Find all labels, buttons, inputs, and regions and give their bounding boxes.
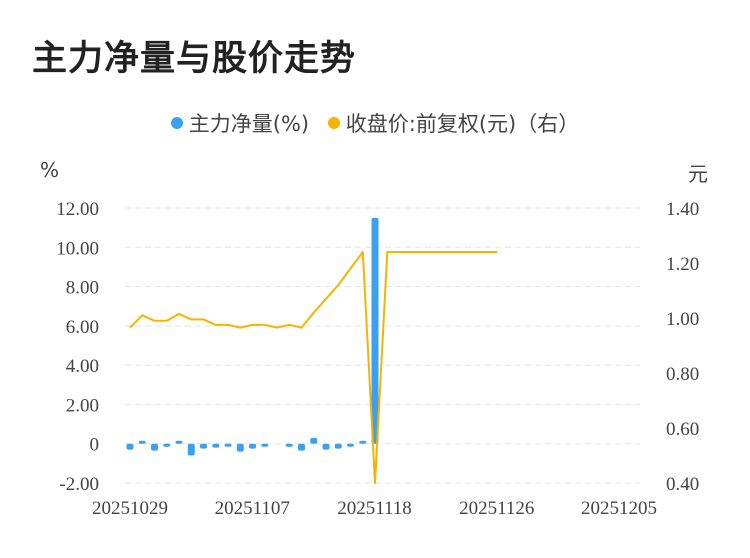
left-tick-label-4: 6.00 xyxy=(66,317,99,338)
bar-5 xyxy=(187,443,195,456)
left-tick-label-1: 0 xyxy=(90,435,100,456)
chart-title: 主力净量与股价走势 xyxy=(32,39,357,79)
bar-3 xyxy=(163,443,171,447)
legend-label-main-net: 主力净量(%) xyxy=(188,112,310,136)
bar-15 xyxy=(310,437,318,444)
left-tick-label-2: 2.00 xyxy=(66,395,99,416)
right-tick-label-2: 0.80 xyxy=(666,364,699,385)
legend-item-close-price[interactable]: 收盘价:前复权(元)（右） xyxy=(327,108,580,138)
legend-dot-bar xyxy=(170,117,183,129)
left-tick-label-5: 8.00 xyxy=(66,278,99,299)
bar-20 xyxy=(371,217,379,444)
x-tick-label-1: 20251107 xyxy=(215,498,290,519)
price-line xyxy=(129,251,498,484)
x-tick-label-3: 20251126 xyxy=(459,498,534,519)
bar-9 xyxy=(236,443,244,452)
left-tick-label-3: 4.00 xyxy=(66,356,99,377)
bar-14 xyxy=(298,443,305,451)
legend-item-main-net[interactable]: 主力净量(%) xyxy=(170,108,310,138)
legend-dot-line xyxy=(327,117,340,129)
right-axis-unit: 元 xyxy=(688,162,708,186)
bar-1 xyxy=(138,440,146,444)
right-tick-label-3: 1.00 xyxy=(666,309,699,330)
bar-6 xyxy=(200,443,207,449)
right-tick-label-5: 1.40 xyxy=(666,199,699,220)
bar-16 xyxy=(322,443,330,450)
x-tick-label-4: 20251205 xyxy=(581,498,657,519)
left-tick-label-7: 12.00 xyxy=(56,199,99,220)
legend-label-close-price: 收盘价:前复权(元)（右） xyxy=(345,112,580,136)
right-tick-label-1: 0.60 xyxy=(666,419,699,440)
x-tick-label-0: 20251029 xyxy=(92,498,168,519)
bar-8 xyxy=(224,443,232,447)
right-tick-label-4: 1.20 xyxy=(666,254,699,275)
bar-2 xyxy=(151,443,158,451)
right-tick-label-0: 0.40 xyxy=(666,474,699,495)
left-axis-unit: % xyxy=(40,158,60,182)
bar-19 xyxy=(359,440,367,444)
bar-18 xyxy=(347,443,354,447)
x-tick-label-2: 20251118 xyxy=(337,498,412,519)
bar-4 xyxy=(175,440,183,444)
left-tick-label-0: -2.00 xyxy=(59,474,99,495)
bar-0 xyxy=(126,443,134,450)
legend: 主力净量(%) 收盘价:前复权(元)（右） xyxy=(0,108,750,138)
bar-11 xyxy=(261,443,269,447)
bar-17 xyxy=(334,443,342,449)
bar-13 xyxy=(285,443,293,447)
bar-7 xyxy=(212,443,220,448)
bar-10 xyxy=(249,443,256,449)
left-tick-label-6: 10.00 xyxy=(56,238,99,259)
